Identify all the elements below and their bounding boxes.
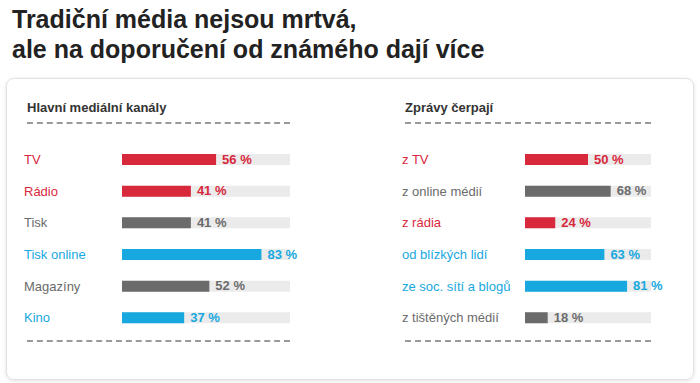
html-text:Zprávy čerpají: Zprávy čerpají <box>405 100 494 115</box>
svg-text:Rádio: Rádio <box>24 184 58 199</box>
svg-text:68 %: 68 % <box>617 183 647 198</box>
svg-text:ze soc. sítí a blogů: ze soc. sítí a blogů <box>402 279 510 294</box>
svg-text:63 %: 63 % <box>610 247 640 262</box>
svg-text:83 %: 83 % <box>267 247 297 262</box>
svg-text:41 %: 41 % <box>197 183 227 198</box>
html-text:ale na doporučení od známého d: ale na doporučení od známého dají více <box>12 35 485 63</box>
html-text:Tradiční média nejsou mrtvá,: Tradiční média nejsou mrtvá, <box>12 5 357 33</box>
svg-text:Kino: Kino <box>24 310 50 325</box>
svg-text:z online médií: z online médií <box>402 184 483 199</box>
svg-text:24 %: 24 % <box>561 215 591 230</box>
svg-text:od blízkých lidí: od blízkých lidí <box>402 247 488 262</box>
svg-text:z TV: z TV <box>402 152 429 167</box>
html-text:Hlavní mediální kanály: Hlavní mediální kanály <box>27 100 167 115</box>
svg-text:37 %: 37 % <box>190 310 220 325</box>
svg-text:56 %: 56 % <box>222 152 252 167</box>
svg-text:18 %: 18 % <box>554 310 584 325</box>
svg-text:Magazíny: Magazíny <box>24 279 81 294</box>
svg-text:z tištěných médií: z tištěných médií <box>402 310 499 325</box>
svg-text:TV: TV <box>24 152 41 167</box>
svg-text:52 %: 52 % <box>215 278 245 293</box>
svg-text:Tisk online: Tisk online <box>24 247 86 262</box>
svg-text:50 %: 50 % <box>594 152 624 167</box>
svg-text:z rádia: z rádia <box>402 215 442 230</box>
svg-text:81 %: 81 % <box>633 278 663 293</box>
svg-text:41 %: 41 % <box>197 215 227 230</box>
svg-text:Tisk: Tisk <box>24 215 48 230</box>
